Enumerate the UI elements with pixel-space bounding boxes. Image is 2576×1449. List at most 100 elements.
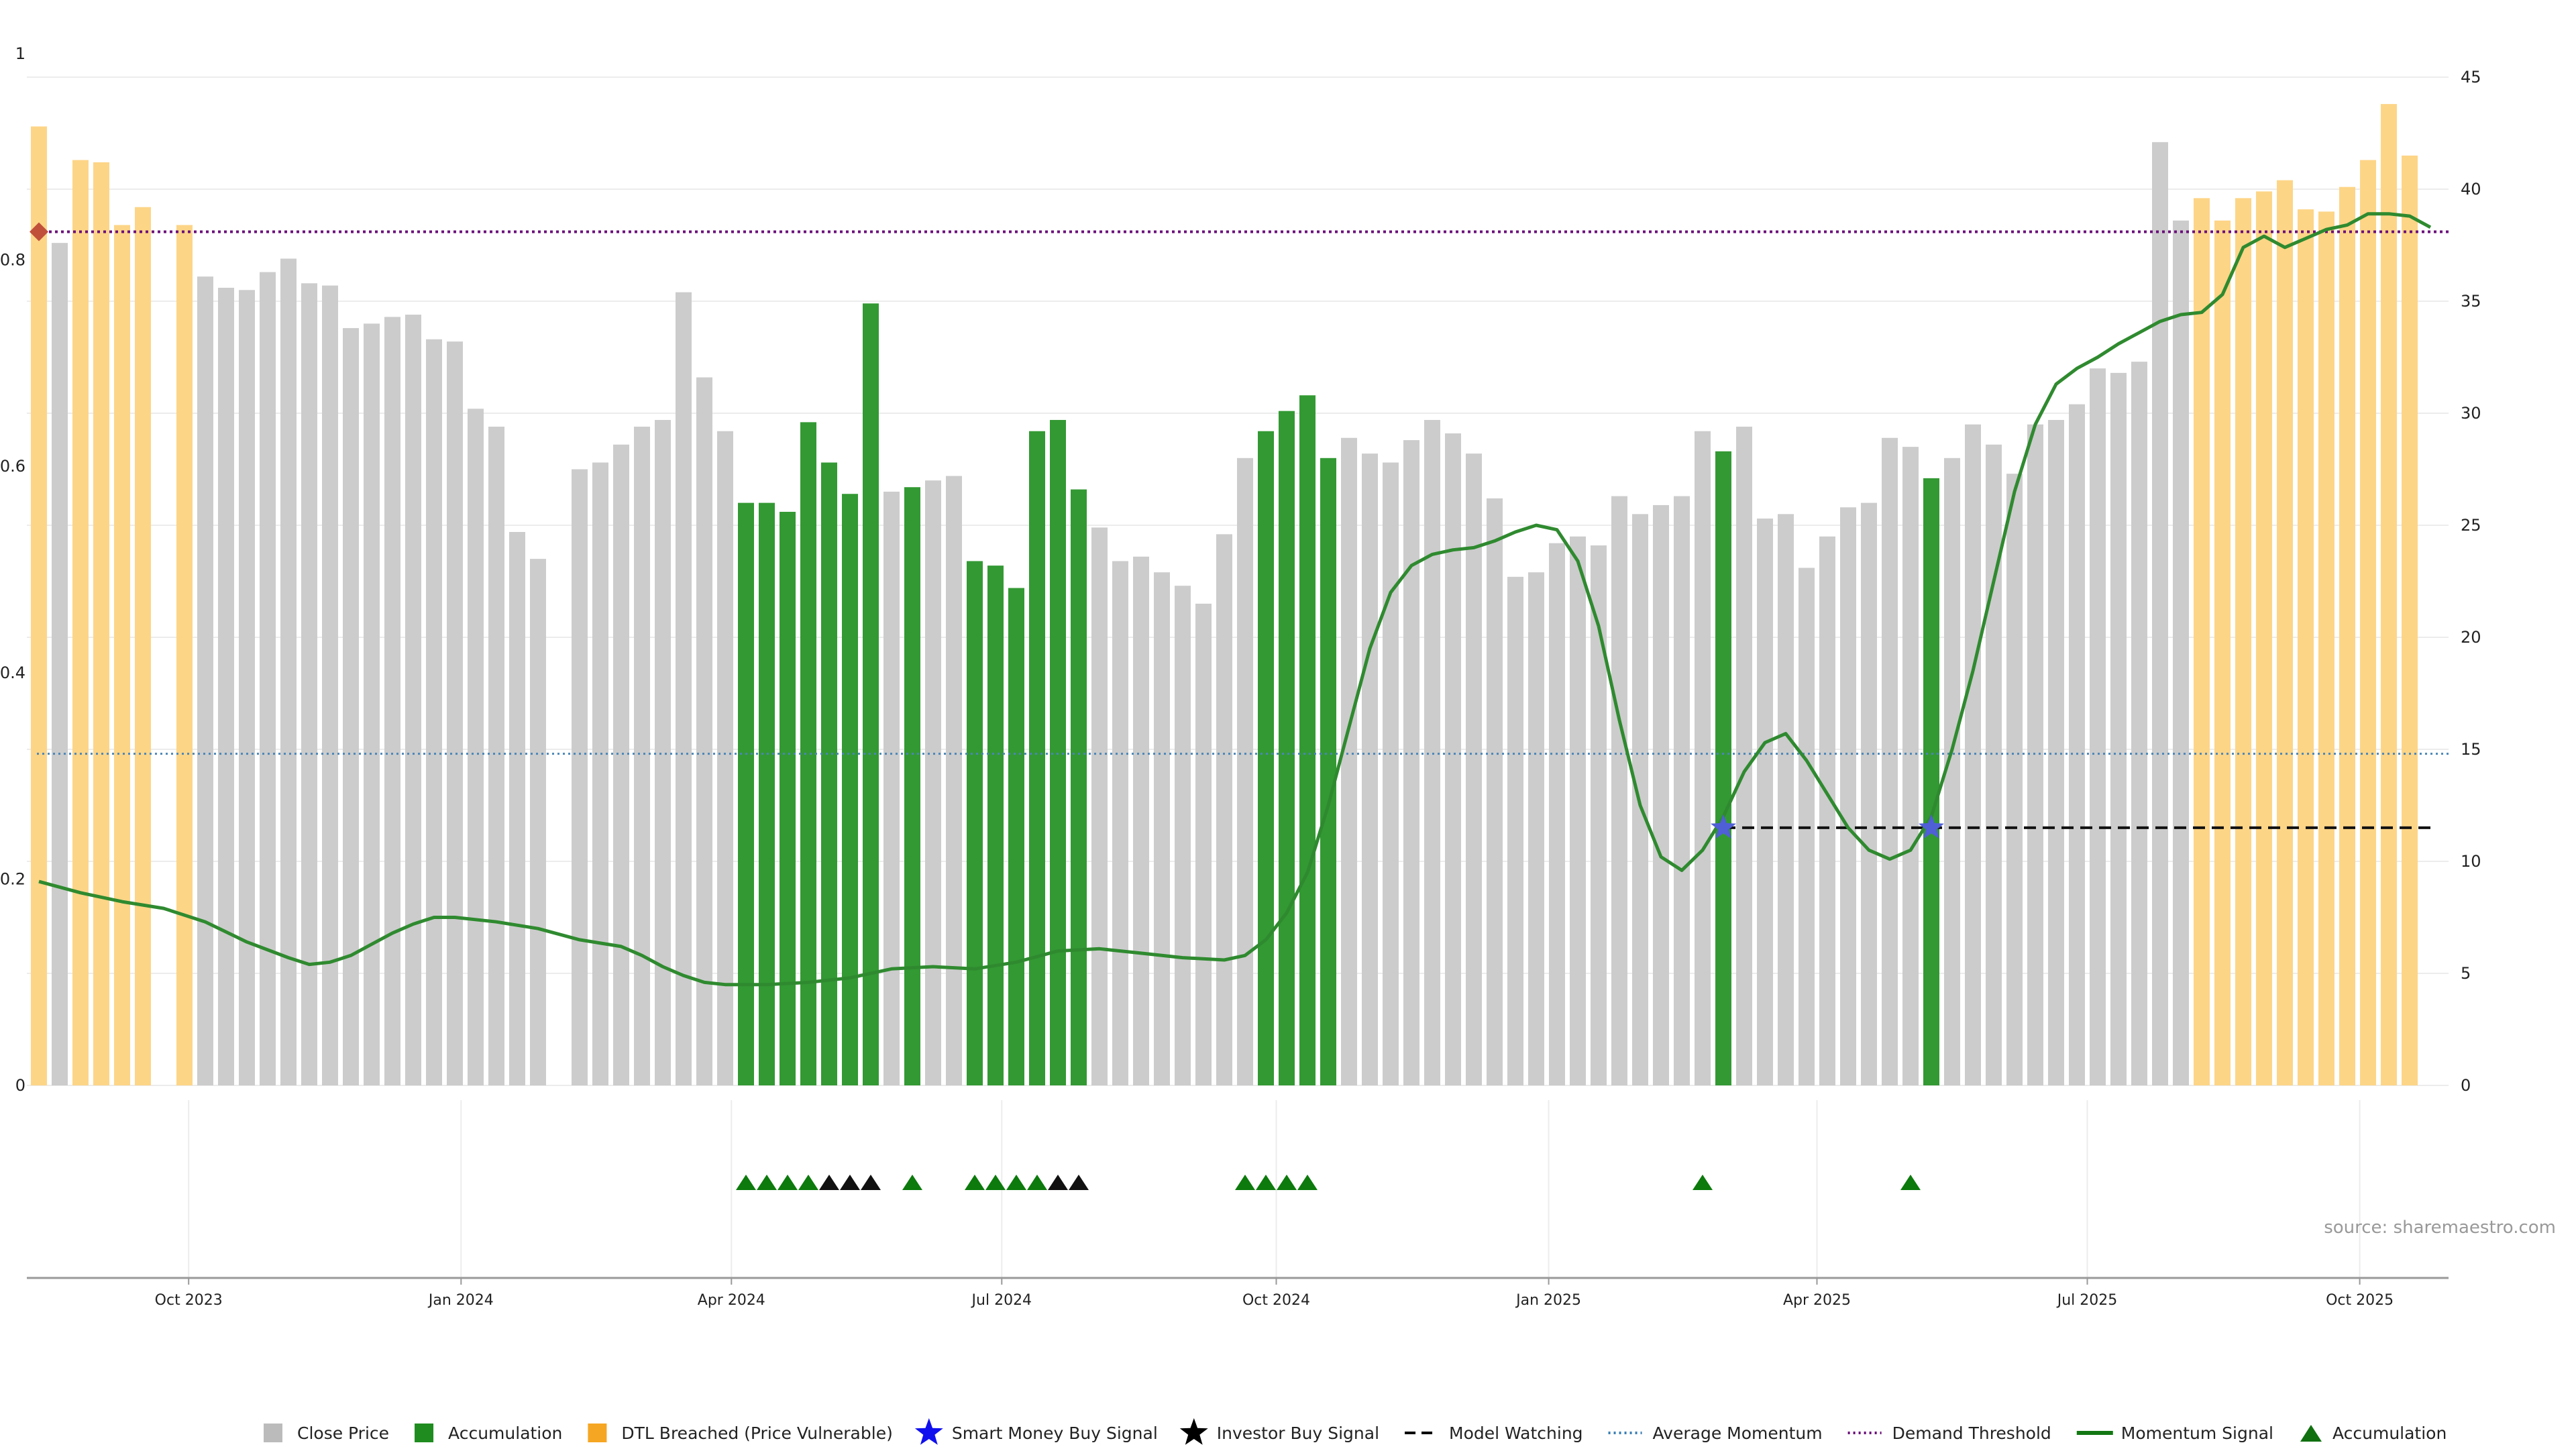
bar-19 [426,339,442,1085]
left-tick-5: 1 [15,44,25,63]
bar-20 [447,341,463,1085]
bar-106 [2235,198,2251,1085]
bar-0 [31,126,47,1086]
bar-22 [488,427,504,1085]
bar-44 [946,476,962,1085]
bar-49 [1050,420,1066,1085]
investor-buy-marker-4 [819,1175,839,1190]
accumulation-marker-8 [965,1175,985,1190]
bar-28 [613,444,629,1085]
bar-7 [176,225,193,1086]
x-tick-label-6: Apr 2025 [1783,1292,1851,1309]
right-tick-5: 25 [2461,516,2481,535]
bar-10 [239,290,255,1085]
bar-112 [2360,160,2376,1086]
bar-15 [343,328,359,1086]
bar-32 [696,377,712,1085]
signal-markers [30,222,1944,1190]
bar-110 [2318,211,2334,1085]
bar-5 [135,207,151,1086]
legend-label-2: DTL Breached (Price Vulnerable) [621,1424,892,1443]
bar-58 [1237,458,1253,1085]
x-tick-label-2: Apr 2024 [698,1292,765,1309]
bar-51 [1091,527,1108,1085]
bar-55 [1175,586,1191,1085]
bar-29 [634,427,650,1085]
bar-3 [93,162,109,1085]
bar-90 [1902,447,1919,1085]
left-tick-0: 0 [15,1076,25,1095]
legend-item-2: DTL Breached (Price Vulnerable) [588,1424,893,1443]
bar-12 [280,258,297,1085]
bar-95 [2006,474,2023,1085]
bar-43 [925,480,941,1085]
right-tick-6: 30 [2461,404,2481,423]
x-tick-label-0: Oct 2023 [155,1292,223,1309]
bar-21 [468,409,484,1085]
x-tick-label-1: Jan 2024 [427,1292,494,1309]
bar-105 [2214,220,2231,1085]
bar-57 [1216,534,1232,1085]
bar-1 [52,243,68,1085]
right-tick-1: 5 [2461,964,2471,983]
bar-114 [2402,155,2418,1085]
legend-swatch-0 [264,1424,282,1442]
x-tick-label-4: Oct 2024 [1242,1292,1310,1309]
bar-69 [1466,453,1482,1085]
bar-87 [1840,507,1856,1085]
bar-74 [1570,536,1586,1085]
bar-27 [592,462,608,1085]
bar-24 [530,559,546,1085]
bar-108 [2277,180,2293,1085]
bar-68 [1445,433,1461,1085]
bar-39 [842,494,858,1085]
x-tick-label-8: Oct 2025 [2326,1292,2394,1309]
bar-97 [2048,420,2064,1085]
bar-64 [1362,453,1378,1085]
legend-label-4: Investor Buy Signal [1217,1424,1379,1443]
chart-lines [37,212,2449,987]
legend-label-8: Momentum Signal [2121,1424,2273,1443]
legend-label-0: Close Price [297,1424,389,1443]
right-tick-7: 35 [2461,292,2481,311]
accumulation-marker-1 [757,1175,777,1190]
bar-91 [1923,478,1939,1085]
investor-buy-marker-12 [1048,1175,1068,1190]
right-tick-9: 45 [2461,68,2481,87]
bar-17 [384,317,400,1085]
bar-40 [863,303,879,1086]
bar-45 [967,561,983,1085]
bar-98 [2069,404,2085,1085]
bar-18 [405,315,421,1085]
bar-14 [322,285,338,1085]
bar-35 [759,502,775,1085]
legend: Close Price Accumulation DTL Breached (Pri… [264,1418,2447,1445]
bar-63 [1341,437,1357,1085]
bar-104 [2194,198,2210,1085]
bar-60 [1279,411,1295,1085]
smart-money-star-0 [1711,814,1736,839]
bar-93 [1965,424,1981,1085]
legend-item-9: Accumulation [2300,1424,2447,1443]
bar-72 [1528,572,1544,1085]
bar-31 [676,292,692,1085]
bar-41 [883,491,900,1085]
legend-item-3: Smart Money Buy Signal [914,1418,1158,1445]
bar-50 [1071,489,1087,1085]
bar-26 [572,469,588,1085]
accumulation-marker-16 [1277,1175,1297,1190]
bar-36 [780,511,796,1085]
bar-94 [1986,444,2002,1085]
left-tick-4: 0.8 [0,251,25,270]
legend-label-6: Average Momentum [1653,1424,1823,1443]
bar-13 [301,283,317,1085]
accumulation-marker-10 [1006,1175,1026,1190]
legend-item-8: Momentum Signal [2076,1424,2273,1443]
bar-80 [1695,431,1711,1085]
legend-item-6: Average Momentum [1608,1424,1823,1443]
legend-item-0: Close Price [264,1424,389,1443]
bar-54 [1154,572,1170,1085]
bar-111 [2339,186,2355,1085]
bar-56 [1195,603,1212,1085]
